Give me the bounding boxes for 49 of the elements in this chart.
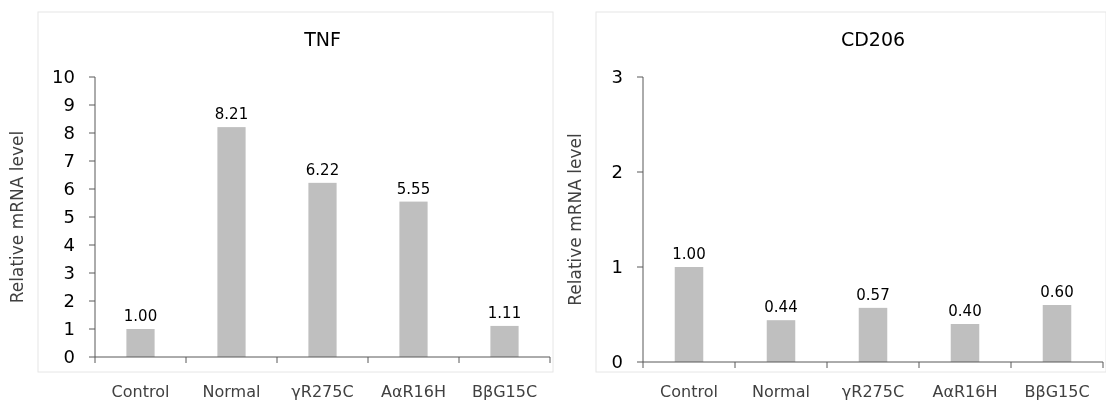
y-tick-label: 7 (63, 150, 75, 172)
data-label: 1.00 (672, 245, 706, 263)
data-label: 0.44 (764, 298, 798, 317)
bar (490, 325, 519, 357)
y-axis-title: Relative mRNA level (7, 130, 27, 304)
y-tick-label: 3 (611, 66, 623, 88)
y-axis-title: Relative mRNA level (565, 133, 585, 306)
x-tick-label: Control (660, 382, 718, 401)
data-label: 0.60 (1040, 283, 1074, 301)
y-tick-label: 0 (63, 346, 75, 368)
y-tick-label: 2 (63, 290, 75, 312)
data-label: 1.11 (487, 303, 522, 322)
y-tick-label: 10 (52, 66, 75, 88)
x-tick-label: γR275C (291, 382, 354, 401)
x-tick-label: Normal (752, 382, 810, 401)
data-label: 8.21 (214, 105, 249, 124)
y-tick-label: 9 (63, 94, 75, 116)
y-tick-label: 4 (63, 234, 75, 256)
y-tick-label: 1 (63, 318, 75, 340)
bar (217, 127, 246, 357)
data-label: 5.55 (396, 179, 431, 198)
bar (766, 320, 796, 362)
x-tick-label: AαR16H (932, 382, 998, 401)
x-tick-label: Control (111, 382, 170, 401)
bar (308, 182, 337, 357)
x-tick-label: BβG15C (1024, 382, 1090, 401)
bar (399, 201, 428, 357)
x-tick-label: AαR16H (381, 382, 446, 401)
bar (950, 324, 980, 362)
y-tick-label: 2 (611, 161, 623, 183)
bar (674, 267, 704, 362)
bar (1042, 305, 1072, 362)
y-tick-label: 0 (611, 351, 623, 373)
y-tick-label: 6 (63, 178, 75, 200)
bar (126, 329, 155, 357)
y-tick-label: 3 (63, 262, 75, 284)
data-label: 6.22 (305, 160, 340, 179)
y-tick-label: 1 (611, 256, 623, 278)
bar (858, 307, 888, 362)
chart-title: TNF (303, 28, 341, 50)
data-label: 0.40 (948, 302, 982, 320)
chart-title: CD206 (840, 28, 906, 50)
y-tick-label: 8 (63, 122, 75, 144)
data-label: 0.57 (856, 285, 890, 304)
x-tick-label: γR275C (841, 382, 905, 401)
x-tick-label: BβG15C (471, 382, 538, 401)
y-tick-label: 5 (63, 206, 75, 228)
x-tick-label: Normal (202, 382, 261, 401)
data-label: 1.00 (123, 307, 158, 325)
